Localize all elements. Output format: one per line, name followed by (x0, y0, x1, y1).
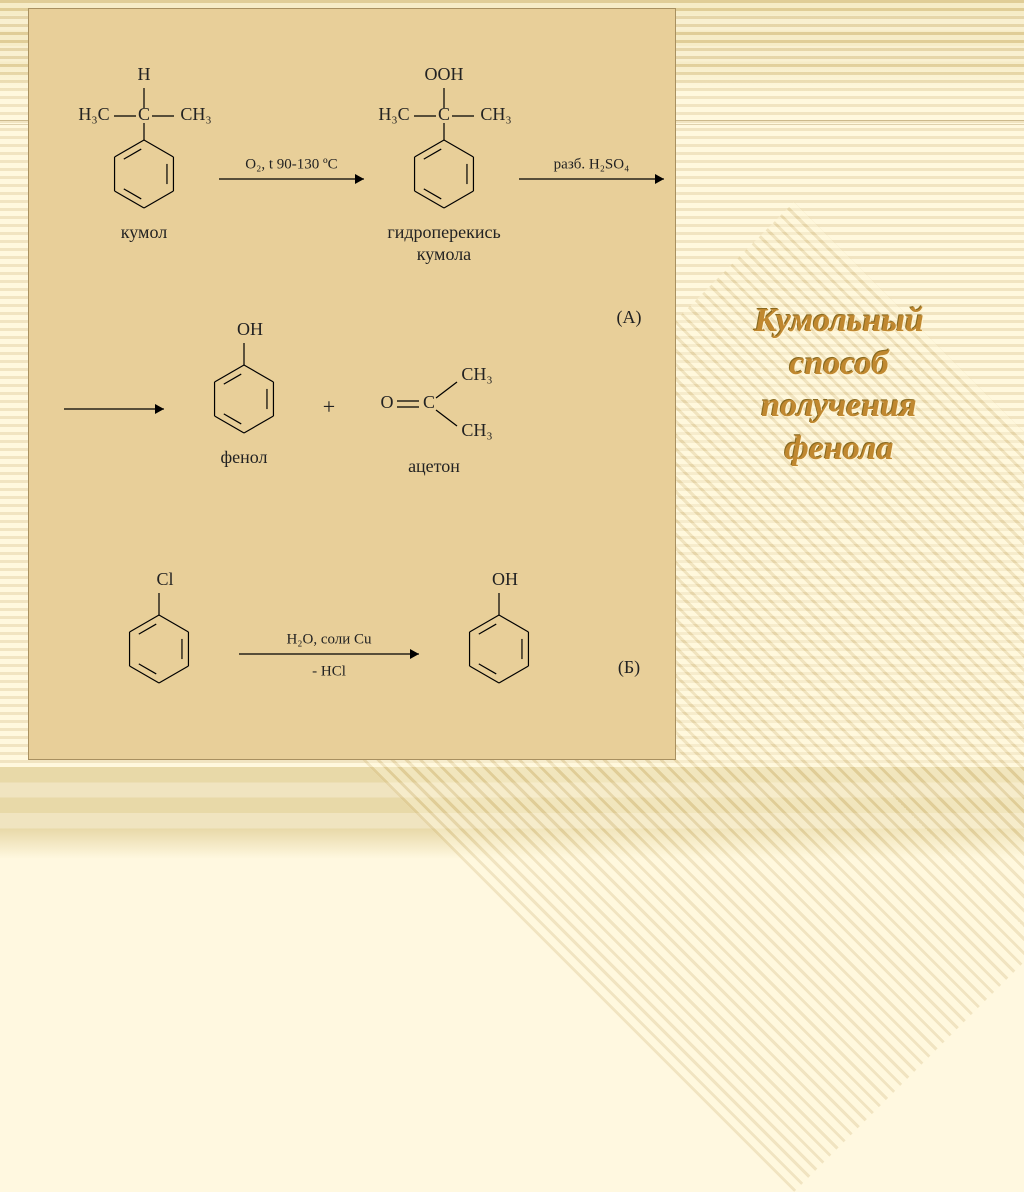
svg-text:C: C (423, 392, 435, 412)
svg-text:OH: OH (237, 319, 263, 339)
svg-text:CH₃: CH₃ (180, 104, 211, 124)
svg-text:- HCl: - HCl (312, 663, 346, 679)
svg-text:+: + (323, 394, 335, 419)
title-line-2: способ (789, 345, 888, 382)
svg-text:кумол: кумол (121, 222, 167, 242)
svg-text:кумола: кумола (417, 244, 471, 264)
svg-text:H: H (138, 64, 151, 84)
title-line-1: Кумольный (754, 302, 924, 339)
svg-text:H₃C: H₃C (78, 104, 109, 124)
svg-text:OOH: OOH (425, 64, 464, 84)
svg-text:CH₃: CH₃ (461, 420, 492, 440)
reaction-svg: CH₃CCH₃HкумолO₂, t 90-130 ºCCH₃CCH₃OOHги… (29, 9, 677, 761)
svg-text:H₃C: H₃C (378, 104, 409, 124)
title-line-4: фенола (785, 430, 894, 467)
slide-title: Кумольный способ получения фенола (684, 300, 994, 470)
svg-text:CH₃: CH₃ (461, 364, 492, 384)
svg-text:разб. H₂SO₄: разб. H₂SO₄ (554, 156, 630, 172)
svg-text:H₂O, соли Cu: H₂O, соли Cu (286, 631, 372, 647)
svg-text:O: O (381, 392, 394, 412)
svg-text:O₂, t 90-130 ºC: O₂, t 90-130 ºC (245, 156, 337, 172)
svg-text:фенол: фенол (220, 447, 267, 467)
svg-text:ацетон: ацетон (408, 456, 460, 476)
svg-text:Cl: Cl (156, 569, 173, 589)
svg-text:(А): (А) (617, 307, 642, 328)
svg-text:(Б): (Б) (618, 657, 640, 678)
svg-text:OH: OH (492, 569, 518, 589)
title-line-3: получения (761, 387, 916, 424)
reaction-panel: CH₃CCH₃HкумолO₂, t 90-130 ºCCH₃CCH₃OOHги… (28, 8, 676, 760)
svg-text:CH₃: CH₃ (480, 104, 511, 124)
svg-text:гидроперекись: гидроперекись (387, 222, 500, 242)
